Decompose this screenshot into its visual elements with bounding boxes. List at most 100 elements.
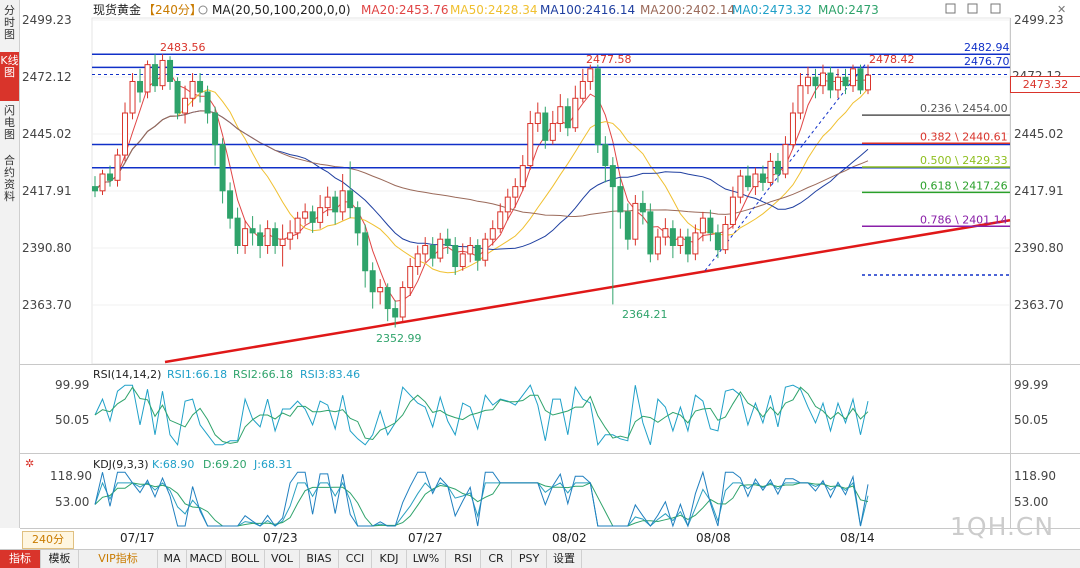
x-tick-label: 08/02 — [552, 531, 587, 545]
tab-psy[interactable]: PSY — [512, 550, 547, 568]
rsi-tick-label: 50.05 — [55, 413, 89, 427]
tab-contract-info[interactable]: 合约资料 — [4, 154, 15, 203]
candle-body — [707, 217, 714, 234]
tab-vip-indicators[interactable]: VIP指标 — [79, 550, 158, 568]
candle-body — [407, 266, 414, 289]
candle-body — [752, 173, 759, 188]
trend-line[interactable] — [164, 219, 1011, 364]
tab-ma[interactable]: MA — [158, 550, 187, 568]
ma50-line — [94, 88, 869, 274]
candle-body — [302, 211, 309, 219]
candle-body — [437, 238, 444, 259]
ma200-line — [94, 110, 869, 218]
rsi2-value: RSI2:66.18 — [233, 368, 293, 381]
candle-body — [452, 244, 459, 268]
right-y-tick-label: 2417.91 — [1014, 184, 1064, 198]
indicator-settings-icon[interactable]: ✲ — [25, 457, 34, 470]
right-y-tick-label: 2390.80 — [1014, 241, 1064, 255]
x-tick-label: 07/27 — [408, 531, 443, 545]
candle-body — [99, 173, 106, 192]
candle-body — [662, 228, 669, 238]
candle-body — [92, 186, 98, 192]
candle-body — [257, 232, 264, 246]
fibonacci-levels: 0.236 \ 2454.00 0.382 \ 2440.61 0.500 \ … — [862, 102, 1010, 276]
fib-label: 0.618 \ 2417.26 — [920, 179, 1008, 192]
candle-body — [489, 228, 496, 240]
tab-time-chart[interactable]: 分时图 — [4, 4, 15, 41]
candle-body — [842, 76, 849, 87]
candle-body — [557, 106, 564, 125]
candle-body — [497, 211, 504, 230]
ma0-value-b: MA0:2473 — [818, 3, 879, 17]
candle-body — [354, 207, 361, 234]
kdj-d-value: D:69.20 — [203, 458, 247, 471]
candle-body — [332, 196, 339, 213]
y-tick-label: 2499.23 — [22, 13, 72, 27]
candle-body — [759, 173, 766, 183]
low-mark-label: 2364.21 — [622, 308, 668, 321]
candle-body — [714, 232, 721, 251]
candle-body — [482, 238, 489, 261]
tab-macd[interactable]: MACD — [187, 550, 226, 568]
fib-label: 0.500 \ 2429.33 — [920, 154, 1008, 167]
tab-cr[interactable]: CR — [481, 550, 512, 568]
candle-body — [339, 190, 346, 213]
rsi-params: RSI(14,14,2) — [93, 368, 161, 381]
candle-body — [722, 223, 729, 251]
kdj-lines — [94, 470, 869, 528]
candle-body — [654, 236, 661, 255]
tab-lw[interactable]: LW% — [407, 550, 446, 568]
candle-body — [729, 196, 736, 225]
tab-boll[interactable]: BOLL — [226, 550, 265, 568]
tab-cci[interactable]: CCI — [339, 550, 372, 568]
tab-bias[interactable]: BIAS — [300, 550, 339, 568]
candle-body — [144, 64, 151, 93]
candle-body — [827, 72, 834, 91]
tab-vol[interactable]: VOL — [265, 550, 300, 568]
rsi1-value: RSI1:66.18 — [167, 368, 227, 381]
ma0-value-a: MA0:2473.32 — [732, 3, 812, 17]
kdj-params: KDJ(9,3,3) — [93, 458, 149, 471]
ma200-value: MA200:2402.14 — [640, 3, 735, 17]
candle-body — [527, 123, 534, 167]
y-tick-label: 2390.80 — [22, 241, 72, 255]
candle-body — [317, 207, 324, 223]
right-y-tick-labels: 2499.23 2445.02 2417.91 2390.80 2363.70 — [1014, 13, 1064, 312]
candle-body — [369, 270, 376, 293]
close-icon[interactable]: ✕ — [1057, 3, 1066, 16]
candle-body — [189, 80, 196, 99]
settings-icon[interactable] — [198, 5, 208, 15]
candle-body — [744, 175, 751, 188]
period-tag: 【240分】 — [143, 3, 202, 17]
last-price-box: 2473.32 — [1010, 76, 1080, 93]
grid-icon[interactable] — [967, 3, 978, 14]
candle-body — [512, 186, 519, 198]
x-tick-label: 07/17 — [120, 531, 155, 545]
tab-templates[interactable]: 模板 — [41, 550, 79, 568]
period-selector[interactable]: 240分 — [22, 531, 74, 549]
candle-body — [594, 68, 601, 146]
ma100-value: MA100:2416.14 — [540, 3, 635, 17]
y-tick-label: 2445.02 — [22, 127, 72, 141]
candle-body — [362, 232, 369, 272]
tab-kdj[interactable]: KDJ — [372, 550, 407, 568]
kline-chart[interactable]: 现货黄金 【240分】 MA(20,50,100,200,0,0) MA20:2… — [0, 0, 1080, 549]
candle-body — [242, 228, 249, 246]
candle-body — [212, 112, 219, 146]
tab-flash-chart[interactable]: 闪电图 — [4, 104, 15, 141]
candle-body — [504, 196, 511, 213]
expand-icon[interactable] — [990, 3, 1001, 14]
x-tick-labels: 07/17 07/23 07/27 08/02 08/08 08/14 — [120, 531, 875, 545]
candlesticks — [92, 54, 871, 328]
tab-rsi[interactable]: RSI — [446, 550, 481, 568]
candle-body — [849, 68, 856, 87]
layout-icon[interactable] — [945, 3, 956, 14]
tab-settings[interactable]: 设置 — [547, 550, 582, 568]
tab-indicators[interactable]: 指标 — [0, 550, 41, 568]
resistance-label: 2476.70 — [964, 55, 1010, 68]
tab-kline-chart[interactable]: K线图 — [0, 52, 19, 101]
symbol-title: 现货黄金 — [93, 2, 141, 17]
candle-body — [422, 244, 429, 255]
fib-label: 0.382 \ 2440.61 — [920, 130, 1008, 143]
candle-body — [467, 244, 474, 255]
